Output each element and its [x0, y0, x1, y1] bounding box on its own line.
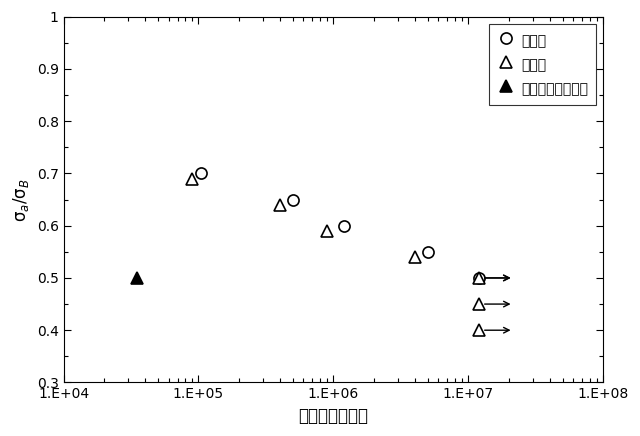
- Y-axis label: σ$_a$/σ$_B$: σ$_a$/σ$_B$: [11, 177, 31, 221]
- Legend: 大気中, 水素中, 水素中（介在物）: 大気中, 水素中, 水素中（介在物）: [489, 24, 596, 105]
- X-axis label: 疲労寸命（回）: 疲労寸命（回）: [298, 407, 369, 425]
